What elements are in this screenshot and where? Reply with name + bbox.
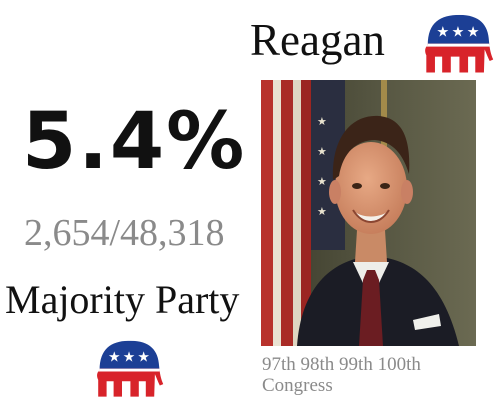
majority-party-label: Majority Party [5, 277, 240, 322]
svg-text:★: ★ [317, 205, 327, 218]
vote-fraction: 2,654/48,318 [24, 212, 225, 254]
congress-numbers: 97th 98th 99th 100th [262, 354, 421, 375]
congress-word: Congress [262, 375, 333, 396]
majority-percentage: 5.4% [22, 97, 247, 187]
svg-text:★: ★ [467, 25, 480, 41]
congress-terms: 97th 98th 99th 100th Congress [262, 354, 421, 396]
republican-elephant-icon: ★ ★ ★ [97, 340, 164, 397]
president-name: Reagan [250, 15, 385, 65]
president-portrait: ★ ★ ★ ★ [261, 80, 476, 346]
svg-text:★: ★ [317, 175, 327, 188]
svg-text:★: ★ [108, 350, 121, 366]
svg-text:★: ★ [137, 350, 150, 366]
svg-text:★: ★ [452, 25, 465, 41]
republican-elephant-icon: ★ ★ ★ [425, 14, 494, 73]
svg-text:★: ★ [123, 350, 136, 366]
svg-text:★: ★ [317, 145, 327, 158]
svg-text:★: ★ [436, 25, 449, 41]
svg-text:★: ★ [317, 115, 327, 128]
